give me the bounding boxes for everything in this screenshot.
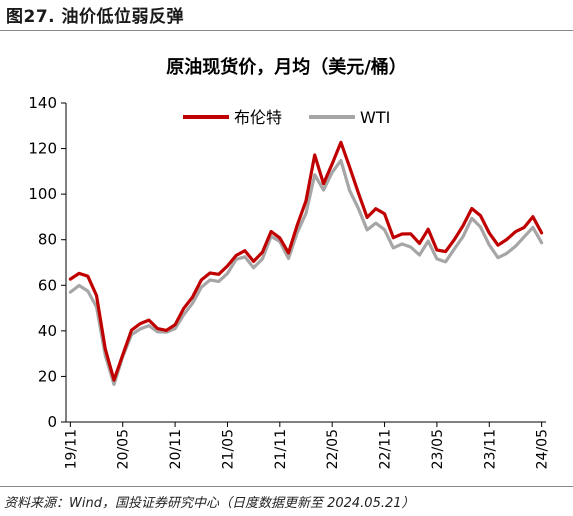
chart-series (68, 140, 544, 386)
title-rule (0, 30, 573, 31)
y-tick-label: 0 (47, 413, 57, 431)
x-tick-label: 19/11 (63, 429, 79, 469)
y-tick-label: 40 (38, 322, 57, 340)
y-tick-label: 140 (28, 94, 57, 112)
x-tick-label: 21/05 (220, 429, 236, 469)
y-tick-label: 20 (38, 367, 57, 385)
figure-title: 图27. 油价低位弱反弹 (6, 7, 185, 27)
x-tick-label: 21/11 (273, 429, 289, 469)
chart-legend: 布伦特 WTI (183, 108, 390, 127)
y-tick-label: 80 (38, 231, 57, 249)
x-tick-label: 20/11 (168, 429, 184, 469)
y-tick-label: 120 (28, 140, 57, 158)
series-line-brent (68, 140, 544, 382)
chart-axes: 0 20 40 60 80 100 120 140 19/11 20/05 20/11 21/05 21… (28, 94, 550, 469)
x-tick-label: 20/05 (116, 429, 132, 469)
legend-label: WTI (360, 108, 390, 127)
bottom-rule (0, 486, 573, 487)
chart-title: 原油现货价，月均（美元/桶） (166, 57, 407, 78)
legend-label: 布伦特 (234, 108, 282, 127)
series-line-wti (68, 158, 544, 386)
source-note: 资料来源：Wind，国投证券研究中心（日度数据更新至 2024.05.21） (4, 496, 415, 511)
y-tick-label: 100 (28, 185, 57, 203)
y-tick-label: 60 (38, 276, 57, 294)
x-tick-label: 23/05 (430, 429, 446, 469)
x-tick-label: 22/05 (325, 429, 341, 469)
x-tick-label: 23/11 (482, 429, 498, 469)
x-tick-label: 24/05 (535, 429, 551, 469)
x-tick-label: 22/11 (378, 429, 394, 469)
